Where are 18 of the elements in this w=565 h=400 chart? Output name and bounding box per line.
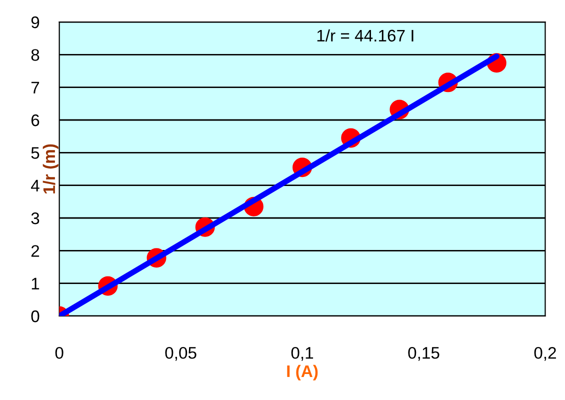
y-tick-label: 7 [31, 82, 40, 94]
y-tick-label: 5 [31, 147, 40, 159]
y-tick-label: 2 [31, 245, 40, 257]
y-tick-label: 6 [31, 114, 40, 126]
x-axis-title: I (A) [287, 364, 318, 380]
annotation: 1/r = 44.167 I [317, 29, 414, 42]
x-tick-label: 0,15 [408, 346, 440, 361]
y-tick-label: 3 [31, 212, 40, 224]
y-tick-label: 9 [31, 16, 40, 28]
y-tick-label: 1 [32, 278, 40, 290]
y-axis-title: 1/r (m) [42, 144, 58, 194]
y-tick-label: 8 [31, 49, 40, 61]
x-tick-label: 0,05 [165, 346, 196, 361]
y-tick-label: 4 [30, 180, 40, 192]
x-tick-label: 0,1 [291, 346, 314, 361]
y-tick-label: 0 [31, 310, 40, 322]
x-tick-label: 0,2 [534, 346, 556, 361]
x-tick-label: 0 [55, 346, 64, 359]
